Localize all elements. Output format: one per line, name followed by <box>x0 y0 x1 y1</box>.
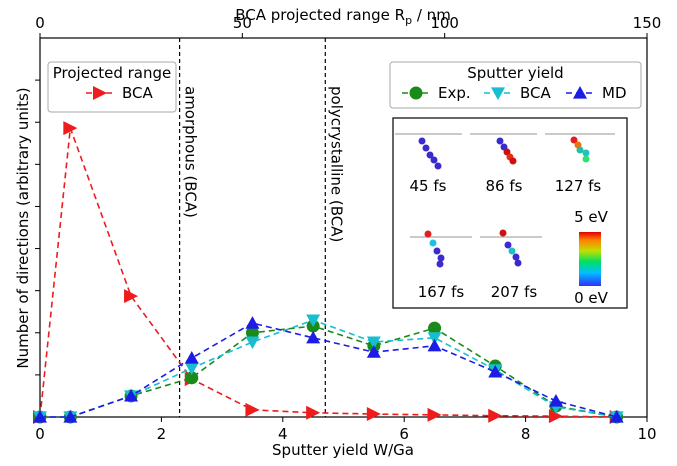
reference-label: amorphous (BCA) <box>182 86 200 218</box>
data-point <box>33 410 47 423</box>
x-tick-label: 4 <box>278 425 288 443</box>
x-axis-label: Sputter yield W/Ga <box>272 441 414 459</box>
data-point <box>366 345 381 358</box>
legend-label: BCA <box>520 84 552 102</box>
colorbar <box>579 232 601 286</box>
data-point <box>245 326 259 340</box>
data-point <box>427 332 442 345</box>
inset: 45 fs 86 fs 127 fs 167 fs 207 fs 5 eV 0 … <box>392 117 628 309</box>
data-point <box>184 351 199 364</box>
legend-box <box>47 61 177 113</box>
series-line <box>40 319 617 418</box>
data-point <box>366 407 381 422</box>
legend-label: MD <box>602 84 627 102</box>
y-axis-label: Number of directions (arbitrary units) <box>14 87 32 368</box>
inset-time: 207 fs <box>491 283 538 301</box>
legend-marker <box>93 86 107 100</box>
colorbar-label: 5 eV <box>574 208 609 226</box>
data-point <box>427 407 442 422</box>
data-point <box>63 121 78 136</box>
inset-surfaces <box>395 133 615 238</box>
data-point <box>124 388 139 402</box>
top-axis-label-sub: p <box>405 14 412 27</box>
top-axis-label-main: BCA projected range R <box>235 6 405 24</box>
data-point <box>306 405 321 420</box>
data-point <box>306 330 321 344</box>
x-tick-label: 0 <box>35 425 45 443</box>
legend-marker <box>409 86 423 100</box>
series-line <box>40 325 617 418</box>
data-point <box>609 410 624 423</box>
data-point <box>428 321 442 335</box>
inset-atoms <box>418 136 590 268</box>
colorbar-label: 0 eV <box>574 289 609 307</box>
legend-title: Sputter yield <box>467 64 563 82</box>
series-line <box>40 322 617 418</box>
reference-label: polycrystalline (BCA) <box>327 86 345 242</box>
data-point <box>488 364 503 378</box>
top-tick-label: 0 <box>35 14 45 32</box>
top-axis-label-unit: / nm <box>412 6 451 24</box>
data-point <box>548 409 563 424</box>
data-point <box>427 338 442 352</box>
top-axis-label: BCA projected range Rp / nm <box>235 6 451 27</box>
plot-frame <box>39 37 648 418</box>
inset-time: 45 fs <box>410 177 447 195</box>
inset-time: 167 fs <box>418 283 465 301</box>
data-point <box>366 336 381 350</box>
legend-title: Projected range <box>53 64 171 82</box>
top-tick-label: 50 <box>233 14 252 32</box>
legend-label: BCA <box>122 84 154 102</box>
data-point <box>245 316 260 329</box>
legend-marker <box>491 87 505 100</box>
x-tick-label: 2 <box>157 425 167 443</box>
data-point <box>306 314 321 328</box>
data-point <box>63 410 78 423</box>
inset-time: 127 fs <box>555 177 602 195</box>
top-tick-label: 150 <box>633 14 662 32</box>
legend-label: Exp. <box>438 84 471 102</box>
data-point <box>185 371 199 385</box>
data-point <box>245 336 260 350</box>
x-tick-label: 6 <box>399 425 409 443</box>
top-tick-label: 100 <box>430 14 459 32</box>
inset-time: 86 fs <box>486 177 523 195</box>
legend-marker <box>573 86 587 99</box>
data-point <box>245 402 260 417</box>
data-point <box>184 362 199 376</box>
data-point <box>488 408 503 423</box>
data-point <box>124 289 139 304</box>
x-tick-label: 8 <box>521 425 531 443</box>
data-point <box>548 393 563 407</box>
x-tick-label: 10 <box>637 425 656 443</box>
